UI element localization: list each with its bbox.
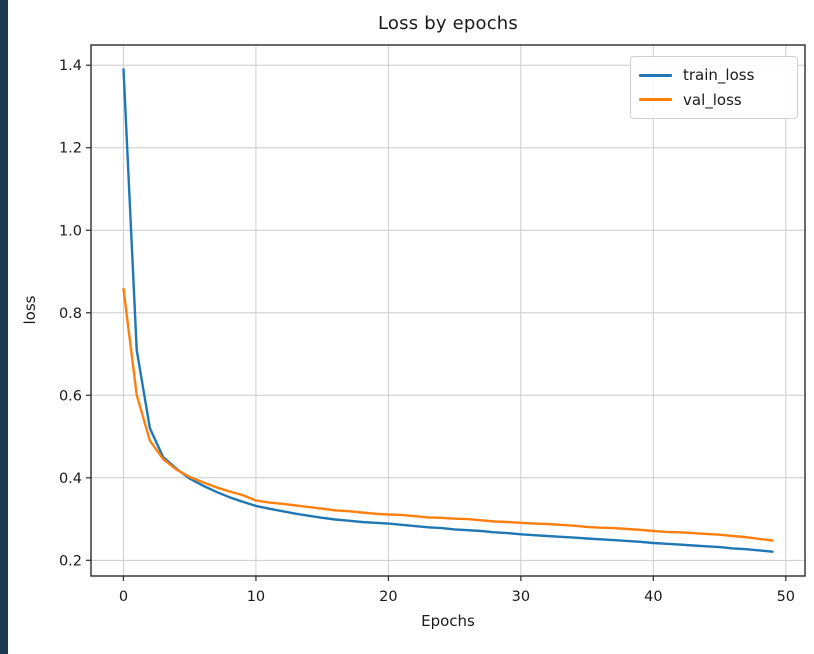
val-loss-line-swatch: [639, 98, 672, 102]
window-edge-strip: [0, 0, 8, 654]
y-tick-label: 0.6: [59, 388, 82, 404]
legend: train_loss val_loss: [630, 56, 798, 119]
y-tick-label: 1.0: [59, 223, 82, 239]
x-tick-label: 30: [512, 589, 530, 605]
x-tick-label: 20: [379, 589, 397, 605]
x-tick-label: 0: [119, 589, 128, 605]
val-loss-curve: [122, 287, 774, 542]
x-tick-label: 50: [777, 589, 795, 605]
legend-label-train-loss: train_loss: [683, 66, 755, 85]
y-tick-label: 0.2: [59, 553, 82, 569]
x-tick-label: 10: [247, 589, 265, 605]
x-tick-label: 40: [644, 589, 662, 605]
train-loss-line-swatch: [639, 73, 672, 77]
legend-item-train-loss: train_loss: [639, 66, 789, 84]
y-tick-label: 1.2: [59, 141, 82, 157]
chart-title: Loss by epochs: [378, 13, 518, 34]
y-tick-label: 0.4: [59, 471, 82, 487]
y-tick-label: 0.8: [59, 306, 82, 322]
axes-frame: [90, 44, 806, 577]
legend-label-val-loss: val_loss: [683, 90, 742, 109]
legend-item-val-loss: val_loss: [639, 91, 789, 109]
x-axis-label: Epochs: [421, 612, 475, 630]
train-loss-curve: [122, 68, 774, 553]
y-tick-label: 1.4: [59, 58, 82, 74]
